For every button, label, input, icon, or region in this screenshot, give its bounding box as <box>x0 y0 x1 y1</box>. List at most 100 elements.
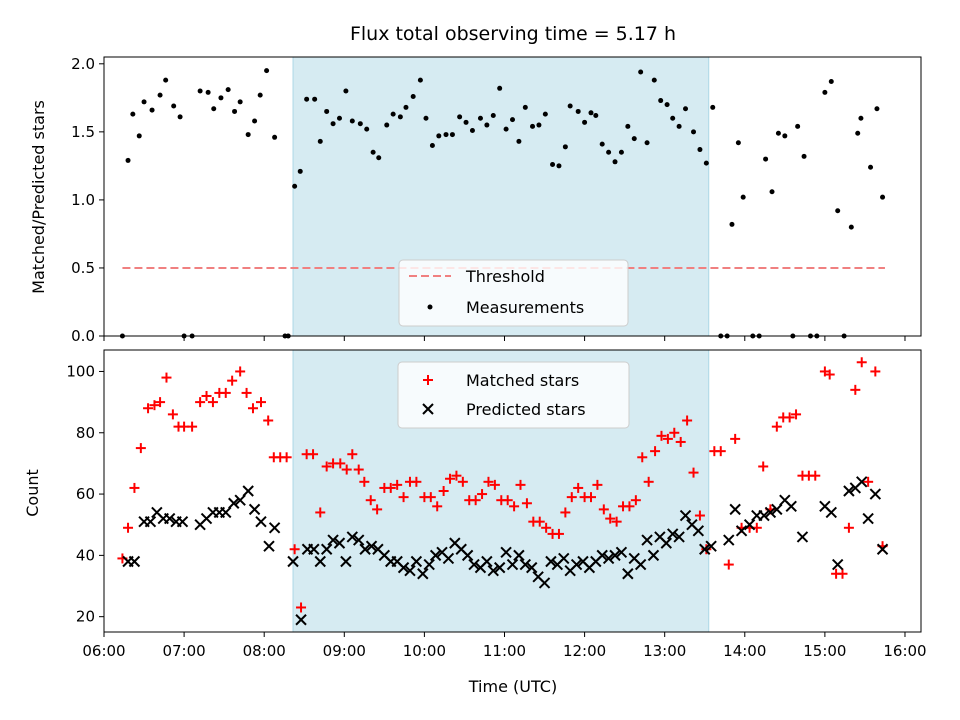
matched-star-point <box>856 357 867 368</box>
matched-star-point <box>850 384 861 395</box>
measurement-point <box>697 147 703 153</box>
predicted-star-point <box>735 525 748 537</box>
count-xtick-label: 11:00 <box>483 642 526 660</box>
measurement-point <box>364 126 370 132</box>
matched-star-point <box>347 449 358 460</box>
matched-star-point <box>637 452 648 463</box>
measurement-point <box>835 208 841 214</box>
measurement-point <box>272 134 278 140</box>
predicted-star-point <box>602 552 615 565</box>
matched-star-point <box>341 464 352 475</box>
ratio-panel-frame <box>103 56 922 337</box>
predicted-star-point <box>558 552 570 565</box>
matched-star-point <box>161 372 172 383</box>
matched-star-point <box>560 507 571 518</box>
count-ytick-label: 20 <box>76 608 95 626</box>
measurement-point <box>582 119 588 125</box>
predicted-star-point <box>729 503 741 516</box>
predicted-star-point <box>404 564 416 577</box>
measurement-point <box>664 102 670 108</box>
matched-star-point <box>810 470 821 481</box>
matched-star-point <box>771 421 782 432</box>
measurement-point <box>484 122 490 128</box>
matched-star-point <box>167 409 178 420</box>
predicted-star-point <box>359 543 371 555</box>
matched-star-point <box>662 433 673 444</box>
measurement-point <box>567 103 573 109</box>
matched-star-point <box>650 446 661 457</box>
matched-star-point <box>758 461 769 472</box>
measurement-point <box>556 163 562 169</box>
count-xtick-label: 12:00 <box>563 642 606 660</box>
measurement-point <box>429 142 435 148</box>
measurement-point <box>245 132 251 138</box>
predicted-star-point <box>785 500 797 513</box>
measurement-point <box>631 136 637 142</box>
measurement-point <box>423 115 429 121</box>
predicted-star-point <box>417 568 429 580</box>
measurement-point <box>782 133 788 139</box>
predicted-star-point <box>876 543 889 555</box>
count-ytick-label: 80 <box>76 424 95 442</box>
predicted-star-point <box>647 549 660 562</box>
predicted-star-point <box>796 531 809 543</box>
predicted-star-point <box>692 525 705 537</box>
predicted-star-point <box>429 549 442 562</box>
predicted-star-point <box>856 476 868 488</box>
matched-star-point <box>457 476 468 487</box>
count-xtick-label: 14:00 <box>723 642 766 660</box>
measurement-point <box>683 106 689 112</box>
predicted-star-point <box>660 537 672 549</box>
predicted-star-point <box>723 534 735 546</box>
count-ytick-label: 40 <box>76 546 95 564</box>
count-xtick-label: 10:00 <box>403 642 446 660</box>
measurement-point <box>769 189 775 195</box>
predicted-star-point <box>526 561 538 574</box>
measurement-point <box>588 110 594 116</box>
predicted-star-point <box>758 509 770 522</box>
matched-star-point <box>534 516 545 527</box>
predicted-star-point <box>255 515 267 528</box>
measurement-point <box>855 130 861 136</box>
matched-star-point <box>573 482 584 493</box>
measurement-point <box>336 115 342 121</box>
predicted-star-point <box>228 497 240 509</box>
ratio-panel: 0.0 0.5 1.0 1.5 2.0 Matched/Predicted stars <box>29 55 922 345</box>
predicted-star-point <box>545 555 557 568</box>
count-ytick-label: 100 <box>66 362 95 380</box>
measurement-point <box>670 115 676 121</box>
measurement-point <box>703 160 709 166</box>
predicted-star-point <box>242 485 254 497</box>
measurement-point <box>710 104 716 110</box>
measurement-point <box>304 96 310 102</box>
matched-star-point <box>308 449 319 460</box>
predicted-star-point <box>493 561 506 574</box>
measurement-point <box>463 119 469 125</box>
predicted-star-point <box>365 540 378 552</box>
predicted-star-point <box>673 531 685 543</box>
measurement-point <box>370 149 376 155</box>
matched-star-point <box>592 479 603 490</box>
measurement-point <box>264 68 270 74</box>
measurement-point <box>349 118 355 124</box>
measurement-point <box>625 123 631 129</box>
matched-star-point <box>515 479 526 490</box>
count-xtick-label: 16:00 <box>883 642 926 660</box>
measurement-point <box>330 121 336 127</box>
measurement-point <box>740 194 746 200</box>
matched-star-point <box>624 501 635 512</box>
predicted-star-point <box>176 515 189 528</box>
count-xtick-label: 13:00 <box>643 642 686 660</box>
predicted-star-point <box>263 540 275 552</box>
measurement-point <box>149 107 155 113</box>
matched-star-point <box>247 403 258 414</box>
count-panel-xlabel: Time (UTC) <box>468 677 557 696</box>
measurement-point <box>593 113 599 119</box>
measurement-point <box>312 96 318 102</box>
predicted-star-point <box>570 558 583 571</box>
matched-star-point <box>445 473 456 484</box>
matched-star-point <box>296 602 307 613</box>
matched-star-point <box>477 489 488 500</box>
predicted-star-point <box>314 555 326 568</box>
